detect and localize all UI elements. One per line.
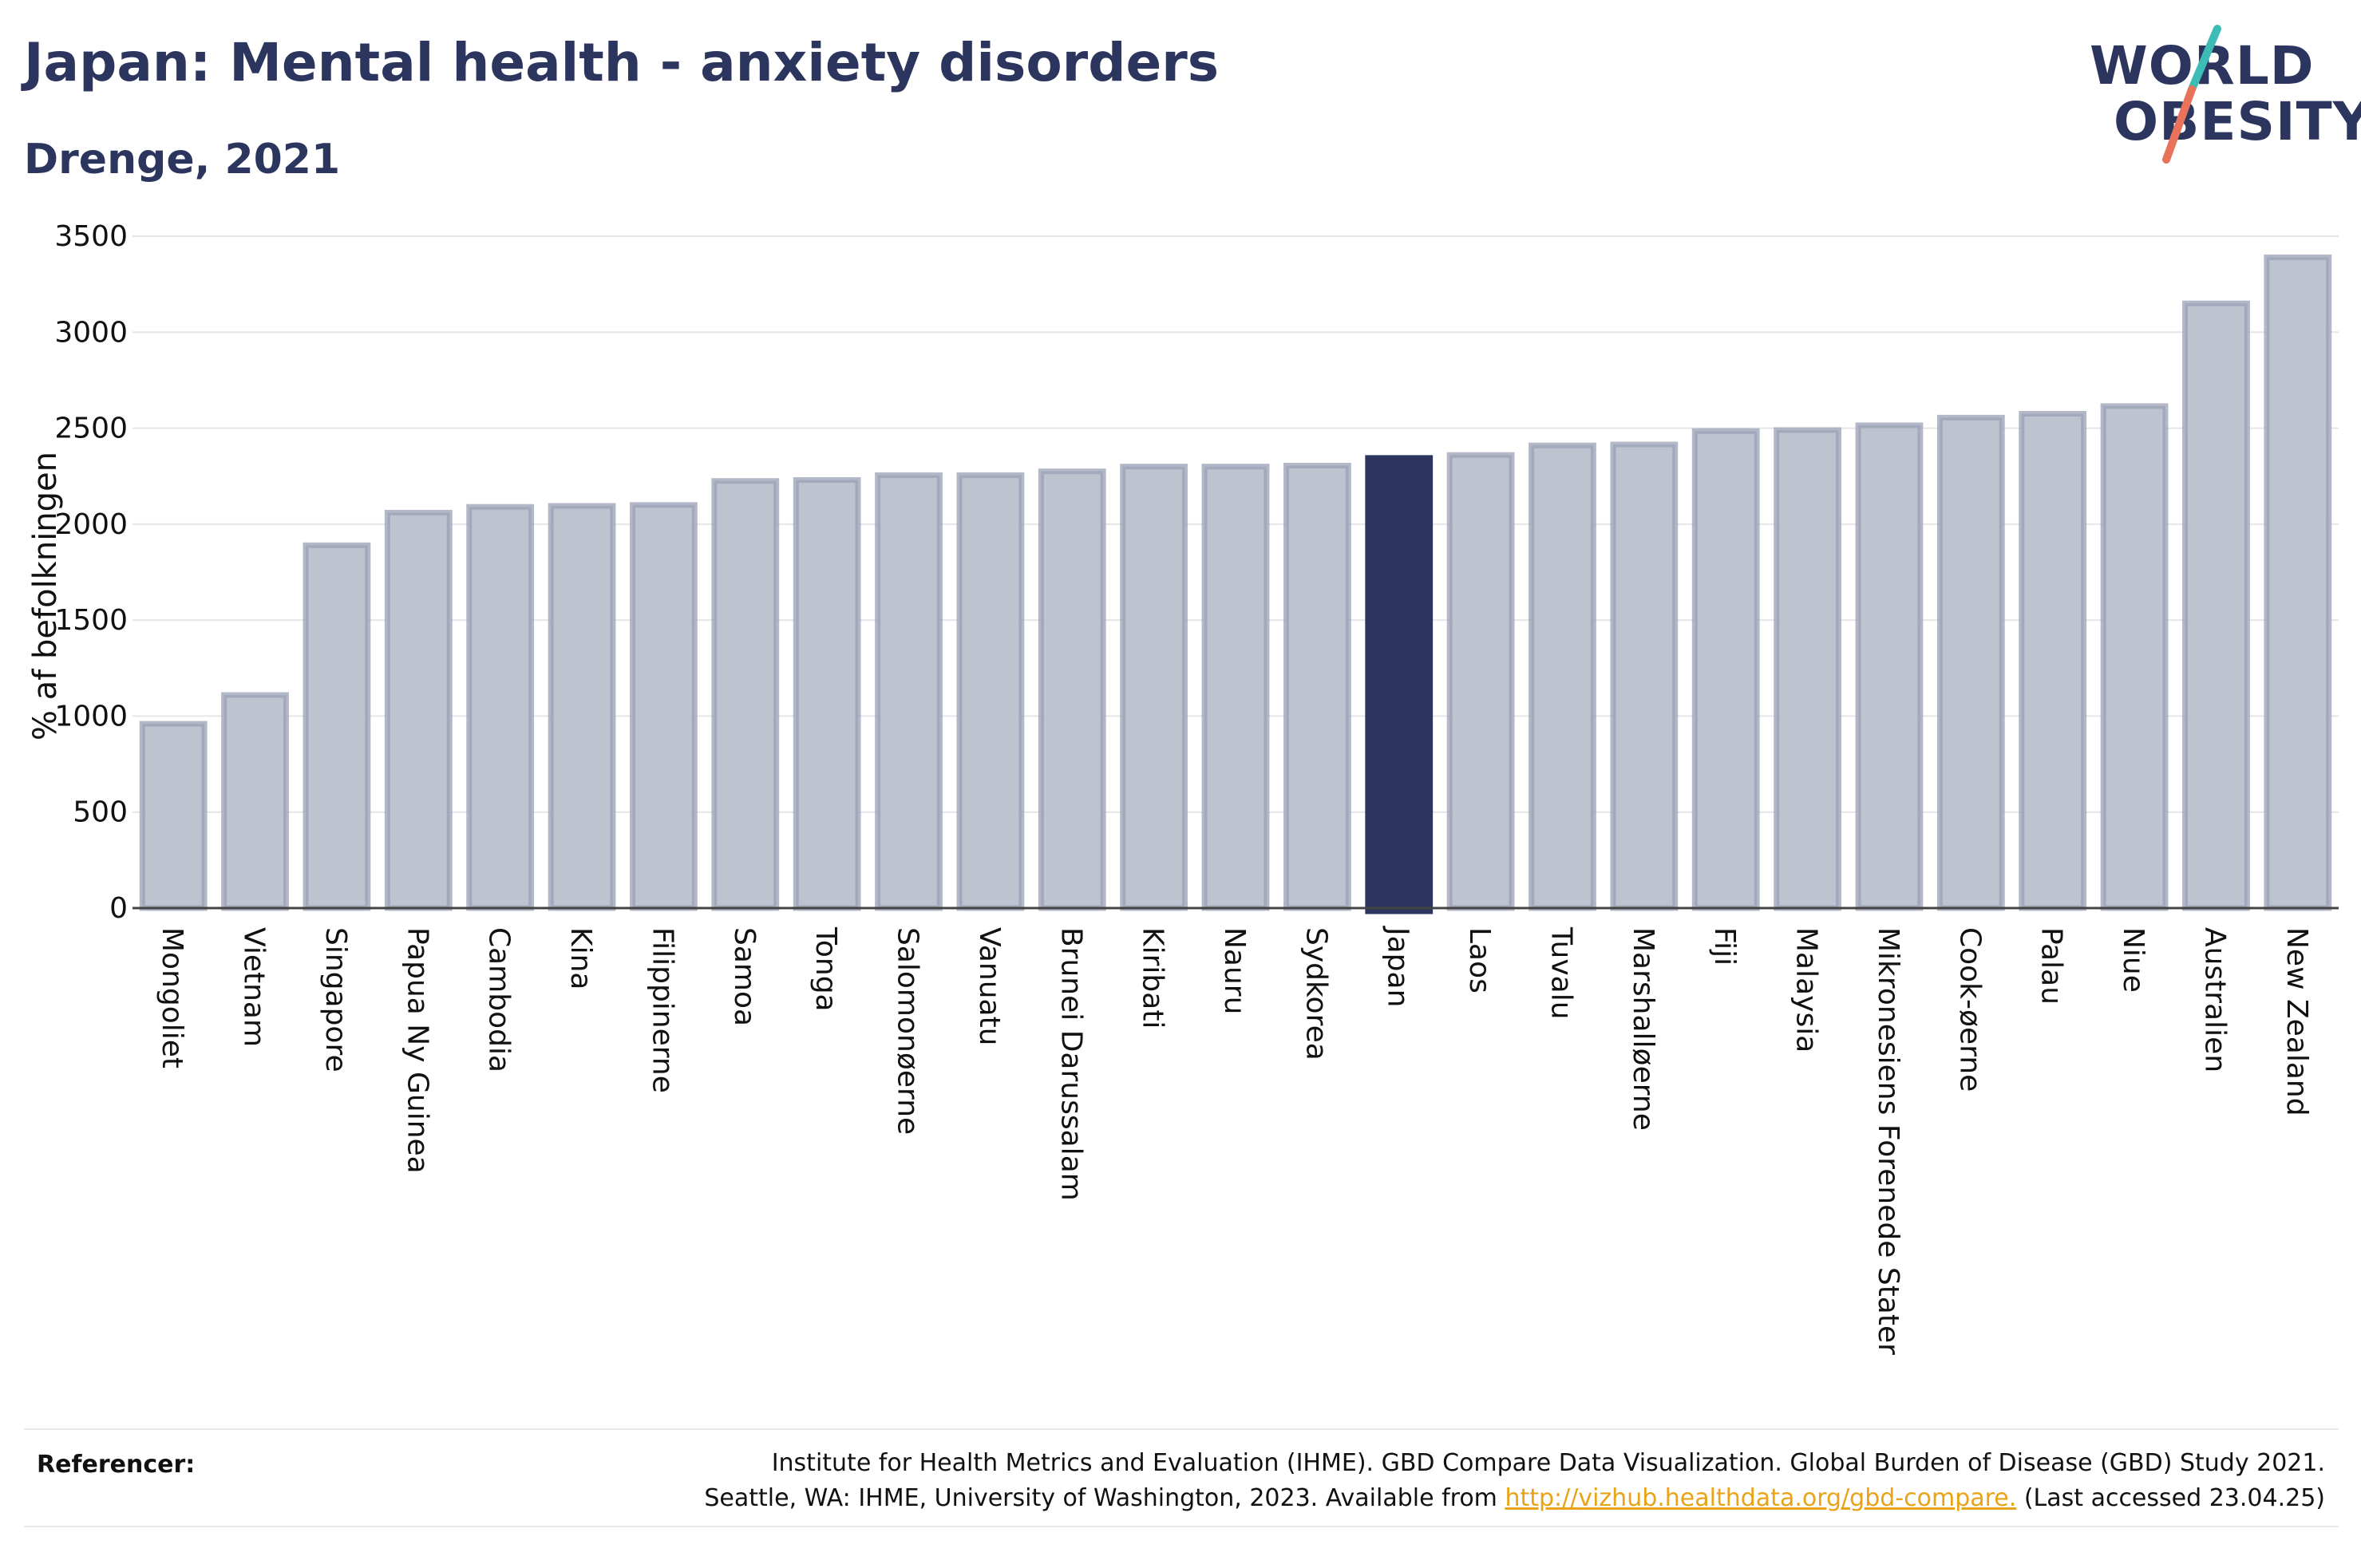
bar-palau xyxy=(2019,411,2087,911)
logo-text-line2: OBESITY xyxy=(2114,91,2361,152)
bar-niue xyxy=(2100,403,2169,911)
x-tick-label: Kina xyxy=(564,927,597,990)
bar-papua-ny-guinea xyxy=(384,509,453,911)
bar-vanuatu xyxy=(956,472,1025,911)
x-tick-label: Singapore xyxy=(319,927,352,1072)
bar-kina xyxy=(548,503,616,911)
bar-nauru xyxy=(1201,464,1270,911)
chart-title: Japan: Mental health - anxiety disorders xyxy=(24,32,1220,93)
bar-mongoliet xyxy=(139,721,208,911)
bar-salomon-erne xyxy=(875,472,943,911)
footer-divider-bottom xyxy=(24,1526,2339,1527)
references-label: Referencer: xyxy=(37,1451,196,1479)
footer-divider-top xyxy=(24,1428,2339,1430)
bar-australien xyxy=(2182,300,2250,911)
x-tick-label: Laos xyxy=(1463,927,1496,993)
bar-cook-erne xyxy=(1936,414,2005,911)
x-tick-label: Salomonøerne xyxy=(892,927,924,1135)
x-tick-label: Filippinerne xyxy=(646,927,678,1093)
bar-laos xyxy=(1446,452,1515,911)
y-tick-label: 3500 xyxy=(54,220,128,253)
bar-mikronesiens-forenede-stater xyxy=(1855,422,1924,911)
bar-cambodia xyxy=(466,504,535,911)
x-tick-label: Papua Ny Guinea xyxy=(401,927,433,1174)
bar-filippinerne xyxy=(630,502,698,911)
x-tick-label: Samoa xyxy=(728,927,761,1026)
x-tick-label: Malaysia xyxy=(1790,927,1823,1053)
x-tick-label: Niue xyxy=(2117,927,2149,993)
x-tick-label: Brunei Darussalam xyxy=(1054,927,1087,1201)
y-tick-label: 2500 xyxy=(54,413,128,445)
bar-brunei-darussalam xyxy=(1038,468,1106,911)
x-tick-label: Kiribati xyxy=(1137,927,1169,1029)
bar-tuvalu xyxy=(1529,442,1596,911)
bar-new-zealand xyxy=(2264,254,2332,911)
y-tick-label: 500 xyxy=(73,796,128,829)
bar-japan xyxy=(1365,455,1434,914)
bar-chart: 0 500 1000 1500 2000 2500 3000 3500 Mongoliet Vi… xyxy=(27,220,2339,1355)
logo-slash-icon xyxy=(2162,25,2221,164)
bar-malaysia xyxy=(1774,427,1841,911)
chart-subtitle: Drenge, 2021 xyxy=(24,136,341,184)
y-tick-label: 3000 xyxy=(54,316,128,349)
x-tick-label: Fiji xyxy=(1708,927,1741,966)
bar-sydkorea xyxy=(1283,462,1351,911)
bar-samoa xyxy=(711,478,780,911)
x-tick-label: Marshalløerne xyxy=(1627,927,1659,1131)
y-axis-label: % af befolkningen xyxy=(27,452,64,741)
x-tick-label: New Zealand xyxy=(2280,927,2313,1116)
world-obesity-logo: WORLD OBESITY xyxy=(2083,24,2361,168)
bar-vietnam xyxy=(221,692,289,911)
x-tick-label: Sydkorea xyxy=(1299,927,1332,1060)
y-tick-label: 2000 xyxy=(54,508,128,541)
x-tick-label: Vietnam xyxy=(238,927,271,1047)
x-axis-ticks: Mongoliet Vietnam Singapore Papua Ny Guinea… xyxy=(156,926,2313,1355)
y-tick-label: 0 xyxy=(109,892,128,925)
references-text: Institute for Health Metrics and Evaluat… xyxy=(704,1446,2325,1516)
reference-line-2: Seattle, WA: IHME, University of Washing… xyxy=(704,1481,2325,1516)
reference-line-2-prefix: Seattle, WA: IHME, University of Washing… xyxy=(704,1484,1505,1512)
x-tick-label: Mikronesiens Forenede Stater xyxy=(1872,927,1904,1355)
x-tick-label: Cambodia xyxy=(483,927,516,1072)
x-tick-label: Australien xyxy=(2198,927,2231,1072)
bar-singapore xyxy=(303,542,371,911)
x-tick-label: Palau xyxy=(2035,927,2068,1005)
x-tick-label: Nauru xyxy=(1218,927,1251,1014)
y-tick-label: 1000 xyxy=(54,700,128,733)
bar-fiji xyxy=(1691,428,1760,911)
x-tick-label: Mongoliet xyxy=(156,927,188,1068)
y-axis-ticks: 0 500 1000 1500 2000 2500 3000 3500 xyxy=(54,220,128,925)
x-tick-label: Vanuatu xyxy=(973,927,1006,1046)
x-tick-label: Tuvalu xyxy=(1544,926,1577,1020)
bar-marshall-erne xyxy=(1610,441,1679,911)
reference-line-1: Institute for Health Metrics and Evaluat… xyxy=(771,1449,2325,1477)
x-tick-label: Tonga xyxy=(809,926,842,1012)
reference-line-2-suffix: (Last accessed 23.04.25) xyxy=(2016,1484,2325,1512)
bar-kiribati xyxy=(1120,464,1188,911)
reference-link[interactable]: http://vizhub.healthdata.org/gbd-compare… xyxy=(1505,1484,2017,1512)
x-tick-label: Cook-øerne xyxy=(1953,927,1986,1092)
y-tick-label: 1500 xyxy=(54,604,128,637)
x-tick-label: Japan xyxy=(1382,926,1414,1007)
bar-tonga xyxy=(793,477,861,911)
bars xyxy=(139,254,2332,914)
